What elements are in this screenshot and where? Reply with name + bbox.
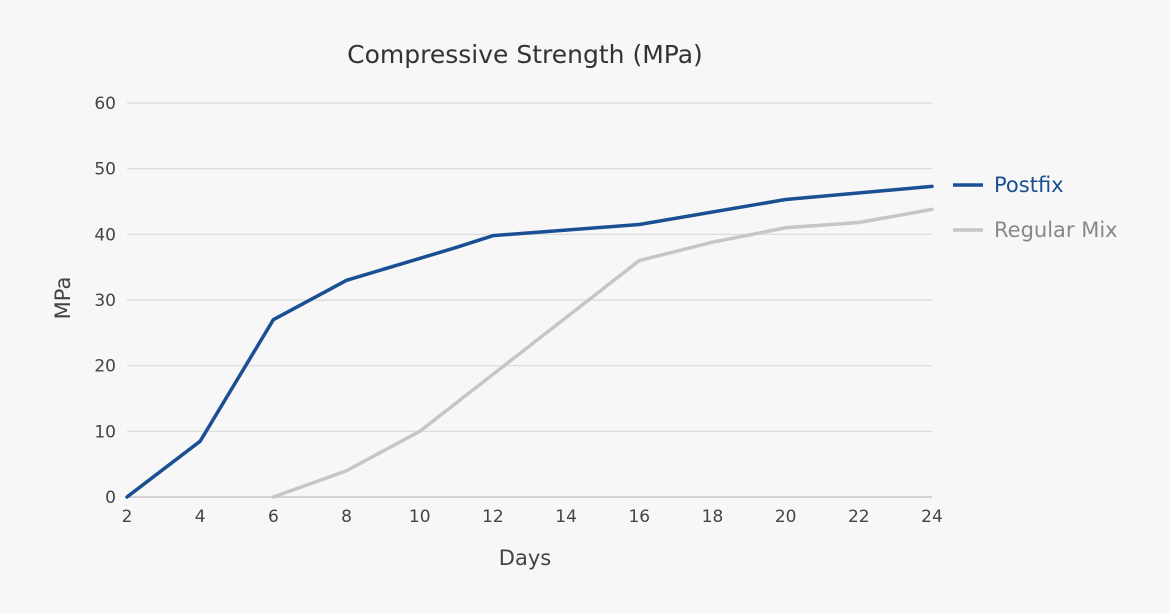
legend-label: Postfix — [994, 173, 1064, 197]
x-tick-label: 4 — [195, 507, 206, 527]
x-tick-label: 16 — [628, 507, 650, 527]
legend-label: Regular Mix — [994, 218, 1118, 242]
series-line-postfix — [125, 184, 934, 499]
y-axis-title: MPa — [51, 277, 75, 320]
x-tick-label: 24 — [921, 507, 943, 527]
chart-title: Compressive Strength (MPa) — [347, 40, 703, 69]
y-tick-label: 30 — [94, 291, 116, 311]
x-axis-ticks: 2 4 6 8 10 12 14 16 18 20 22 24 — [122, 507, 943, 527]
y-tick-label: 0 — [105, 488, 116, 508]
x-tick-label: 12 — [482, 507, 504, 527]
y-axis-ticks: 0 10 20 30 40 50 60 — [94, 94, 116, 508]
x-tick-label: 8 — [341, 507, 352, 527]
x-axis-title: Days — [499, 546, 551, 570]
series-line-regular-mix — [271, 207, 934, 499]
y-tick-label: 50 — [94, 160, 116, 180]
x-tick-label: 2 — [122, 507, 133, 527]
x-tick-label: 6 — [268, 507, 279, 527]
gridlines — [127, 102, 932, 498]
y-tick-label: 60 — [94, 94, 116, 114]
legend: Postfix Regular Mix — [953, 173, 1118, 242]
y-tick-label: 20 — [94, 357, 116, 377]
x-tick-label: 10 — [409, 507, 431, 527]
x-tick-label: 20 — [775, 507, 797, 527]
x-tick-label: 14 — [555, 507, 577, 527]
x-tick-label: 18 — [702, 507, 724, 527]
y-tick-label: 10 — [94, 422, 116, 442]
series-lines — [125, 184, 934, 499]
y-tick-label: 40 — [94, 225, 116, 245]
x-tick-label: 22 — [848, 507, 870, 527]
